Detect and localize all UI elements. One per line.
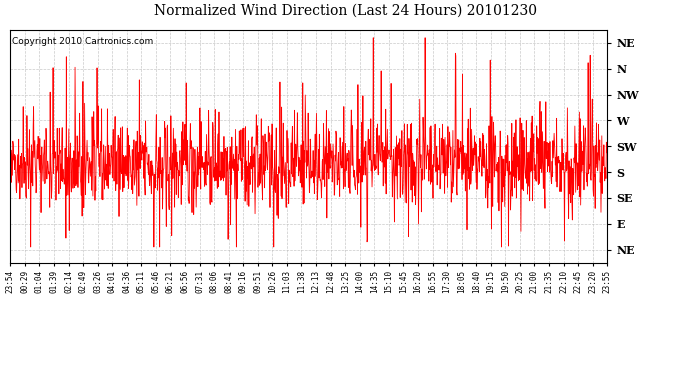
Text: Copyright 2010 Cartronics.com: Copyright 2010 Cartronics.com [12, 37, 153, 46]
Text: Normalized Wind Direction (Last 24 Hours) 20101230: Normalized Wind Direction (Last 24 Hours… [153, 4, 537, 18]
